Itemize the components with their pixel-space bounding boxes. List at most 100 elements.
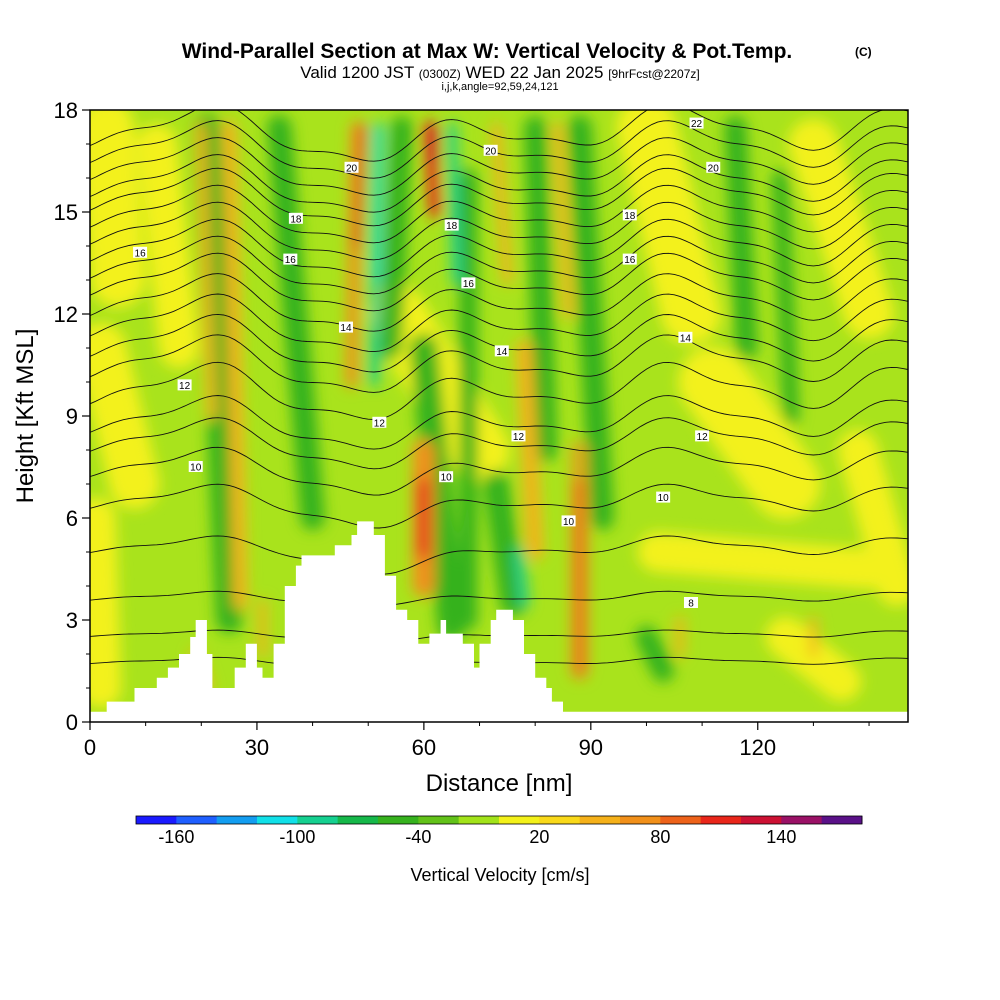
contour-label-bg: [683, 597, 698, 608]
contour-label-bg: [372, 416, 387, 428]
contour-label: 16: [463, 279, 475, 290]
contour-label-bg: [288, 212, 303, 224]
updraft-region: [637, 532, 890, 589]
contour-label-bg: [695, 430, 710, 442]
colorbar-swatch: [741, 816, 782, 824]
theta-contour: [90, 395, 908, 450]
colorbar-frame: [135, 815, 863, 825]
theta-contour: [90, 201, 908, 261]
x-tick-label: 90: [579, 735, 603, 760]
chart-title: Wind-Parallel Section at Max W: Vertical…: [182, 40, 793, 63]
theta-contour: [90, 535, 908, 575]
downdraft-band: [567, 115, 614, 530]
downdraft-band: [267, 115, 325, 530]
y-tick-label: 0: [66, 710, 78, 735]
y-tick-label: 18: [54, 98, 78, 123]
updraft-region: [837, 430, 908, 606]
theta-contour: [90, 235, 908, 295]
colorbar-swatch: [781, 816, 823, 824]
theta-contour: [90, 154, 908, 213]
terrain-mask: [90, 521, 908, 722]
colorbar-tick-labels: -160 -100 -40 20 80 140: [158, 827, 796, 847]
contour-label-bg: [622, 209, 637, 221]
contour-labels: 8 10 10 10 10 12 12 12 12 14 14 14 16 16 16 16 18 18 18 20 2…: [133, 117, 721, 610]
contour-label-bg: [622, 253, 637, 265]
colorbar-swatch: [499, 816, 540, 824]
contour-label: 12: [179, 381, 191, 392]
colorbar-swatch: [700, 816, 742, 824]
colorbar-tick-label: 20: [529, 827, 549, 847]
theta-contour: [90, 184, 908, 244]
contour-label: 18: [446, 221, 458, 232]
contour-label: 10: [658, 493, 670, 504]
contour-label: 16: [285, 255, 297, 266]
valid-main: Valid 1200 JST: [300, 63, 414, 82]
theta-contour: [90, 334, 908, 393]
colorbar-tick-label: -160: [158, 827, 194, 847]
title-mark: (C): [855, 45, 872, 59]
colorbar-swatch: [176, 816, 218, 824]
contour-label-bg: [689, 117, 704, 129]
theta-contour: [90, 218, 908, 278]
updraft-region: [788, 119, 895, 339]
contour-label-bg: [494, 345, 509, 357]
y-tick-label: 6: [66, 506, 78, 531]
downdraft-band: [635, 626, 675, 682]
x-tick-label: 120: [739, 735, 776, 760]
contour-label-bg: [678, 331, 693, 343]
downdraft-band: [483, 471, 526, 616]
contour-label-bg: [188, 461, 203, 472]
y-tick-label: 12: [54, 302, 78, 327]
updraft-band: [196, 122, 218, 421]
contour-label-bg: [656, 491, 671, 503]
section-params: i,j,k,angle=92,59,24,121: [441, 81, 558, 93]
updraft-region: [678, 347, 821, 519]
colorbar-swatch: [579, 816, 621, 824]
contour-label-bg: [177, 379, 192, 391]
potential-temperature-contours: [90, 110, 908, 671]
theta-contour: [90, 110, 908, 162]
downdraft-band: [524, 116, 558, 461]
theta-contour: [90, 483, 908, 529]
theta-contour: [90, 273, 908, 332]
y-tick-label: 3: [66, 608, 78, 633]
contour-label-bg: [706, 161, 721, 173]
contour-label-bg: [461, 277, 476, 289]
updraft-band: [552, 122, 574, 319]
contour-label: 10: [441, 473, 453, 484]
colorbar-swatch: [539, 816, 581, 824]
contour-label: 12: [374, 418, 386, 429]
updraft-band: [516, 340, 544, 560]
colorbar-tick-label: 80: [650, 827, 670, 847]
contour-label-bg: [338, 321, 353, 333]
theta-contour: [90, 590, 908, 607]
colorbar-tick-label: 140: [766, 827, 796, 847]
plot-area: 8 10 10 10 10 12 12 12 12 14 14 14 16 16 16 16 18 18 18 20 2…: [90, 110, 908, 722]
theta-contour: [90, 417, 908, 470]
contour-label-bg: [483, 144, 498, 156]
colorbar-swatch: [660, 816, 702, 824]
x-tick-label: 0: [84, 735, 96, 760]
y-axis: 0 3 6 9 12 15 18: [54, 98, 90, 735]
theta-contour: [90, 361, 908, 420]
contour-label: 10: [190, 463, 202, 474]
contour-label: 20: [708, 163, 720, 174]
contour-label: 10: [563, 517, 575, 528]
updraft-region: [90, 110, 146, 308]
contour-label-bg: [283, 253, 298, 265]
colorbar: [135, 815, 863, 825]
x-tick-label: 30: [245, 735, 269, 760]
x-axis-label: Distance [nm]: [426, 770, 573, 797]
strong-downdraft: [513, 547, 530, 608]
theta-contour: [90, 446, 908, 496]
y-axis-label: Height [Kft MSL]: [12, 329, 39, 504]
updraft-band: [354, 124, 366, 249]
colorbar-swatch: [257, 816, 298, 824]
contour-label: 16: [135, 248, 147, 259]
downdraft-band: [409, 334, 466, 641]
theta-contour: [90, 293, 908, 353]
contour-label: 18: [624, 211, 636, 222]
vertical-velocity-field: [90, 110, 908, 708]
downdraft-band: [772, 170, 800, 424]
